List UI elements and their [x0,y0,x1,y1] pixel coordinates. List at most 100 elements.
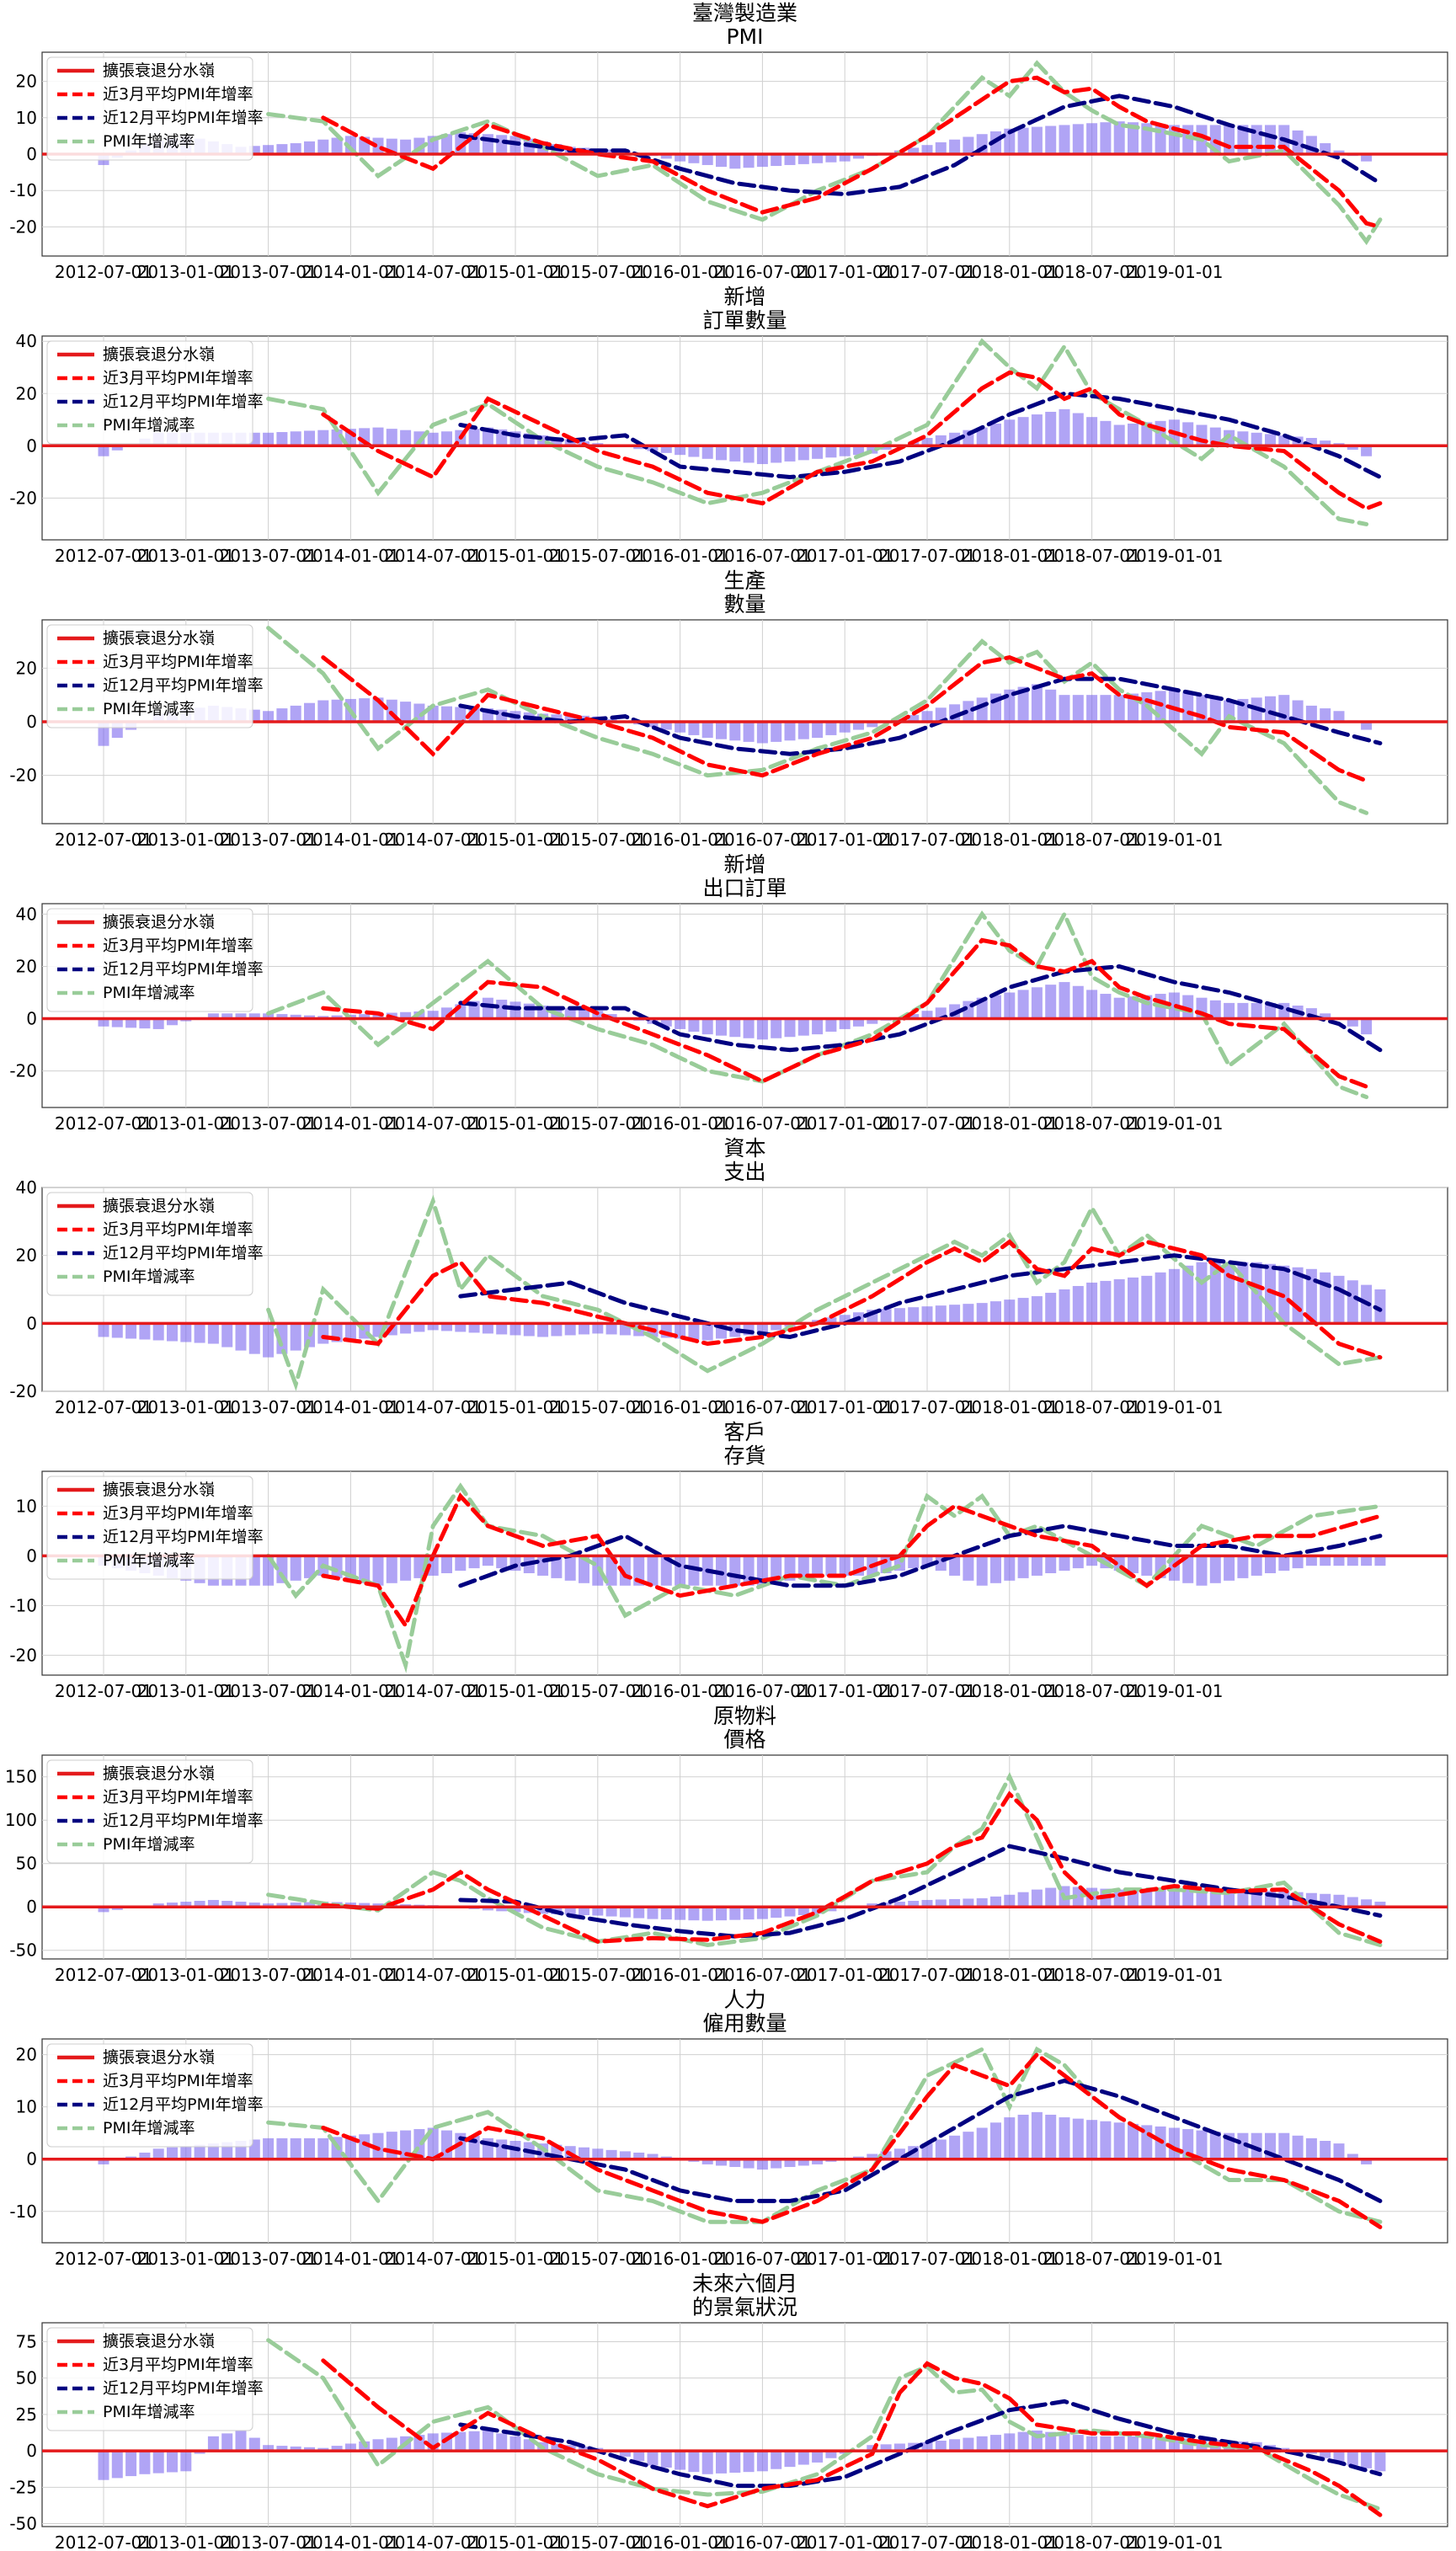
bar [537,1323,549,1337]
bar [976,427,988,446]
y-tick-label: 25 [16,2404,37,2425]
x-tick-label: 2015-01-01 [467,262,564,282]
x-tick-label: 2018-01-01 [961,830,1059,850]
bar [675,1907,686,1920]
bar [468,1323,480,1333]
bar [496,2433,508,2452]
legend-label: 擴張衰退分水嶺 [103,1764,215,1783]
bar [675,446,686,456]
series-ma3-line [321,1492,1383,1630]
bar [139,2451,151,2474]
bar [564,1323,576,1336]
y-tick-label: 40 [16,331,37,351]
bar [537,1907,549,1914]
bar [743,2451,755,2473]
bar [825,154,837,163]
x-tick-label: 2014-07-01 [384,2249,482,2269]
bar [317,1323,329,1344]
bar [1072,985,1084,1019]
bar [1347,1897,1358,1908]
bar [125,2451,137,2477]
bar [359,2134,371,2159]
bar [716,722,727,739]
bar [1059,2433,1070,2452]
bar [771,1907,782,1919]
bar [825,722,837,735]
bar [729,722,741,741]
bar [867,2153,878,2159]
bar [263,711,275,722]
bar [1347,1018,1358,1027]
x-tick-label: 2014-07-01 [384,1113,482,1134]
series-yoy-line [266,60,1383,246]
x-tick-label: 2013-07-01 [219,546,317,566]
bar [152,1323,164,1341]
bar [1196,1262,1208,1324]
y-tick-label: -10 [9,2201,37,2222]
legend-box [46,908,253,1012]
bar [221,1323,233,1348]
bar [413,1556,425,1578]
legend-label: PMI年增減率 [103,132,195,151]
legend-label: 擴張衰退分水嶺 [103,2332,215,2351]
chart-title-line-2: 訂單數量 [702,308,787,333]
x-tick-label: 2016-07-01 [713,1397,811,1417]
bar [1113,695,1125,722]
bar [1168,2127,1180,2159]
bar [797,2159,809,2166]
y-tick-label: 40 [16,1177,37,1198]
bar [1100,122,1112,154]
bar [935,2441,947,2452]
bar [263,1013,275,1019]
bar [812,722,824,739]
bar [579,1556,589,1583]
bar [180,2146,192,2159]
bar [990,1301,1001,1324]
bar [1347,2451,1358,2466]
bar [152,1018,164,1029]
series-ma3-line [321,370,1383,511]
bar [908,1014,920,1019]
x-tick-label: 2019-01-01 [1125,1965,1223,1985]
bar [1072,2435,1084,2452]
x-tick-label: 2018-07-01 [1043,262,1140,282]
x-tick-label: 2013-01-01 [137,2532,235,2551]
x-tick-label: 2013-07-01 [219,1681,317,1701]
bar [1059,2117,1070,2159]
bar [304,2137,315,2159]
x-tick-label: 2018-01-01 [961,1113,1059,1134]
legend-label: PMI年增減率 [103,1551,195,1570]
chart-panel-5: 資本支出2012-07-012013-01-012013-07-012014-0… [9,1136,1448,1417]
bar [98,1323,109,1337]
bar [675,1556,686,1586]
legend-label: 近3月平均PMI年增率 [103,1788,253,1807]
legend-box [46,624,253,728]
bar [688,2451,700,2473]
y-tick-label: -10 [9,180,37,200]
bar [756,154,768,168]
bar [1100,2436,1112,2452]
bar [98,2451,109,2480]
x-tick-label: 2018-07-01 [1043,1965,1140,1985]
bar [290,705,301,722]
bar [1305,1556,1317,1566]
bar [152,1903,164,1908]
bar [688,154,700,163]
bar [1333,1556,1345,1566]
bar [1333,2143,1345,2159]
x-tick-label: 2015-07-01 [549,1965,647,1985]
bar [1374,1902,1386,1908]
bar [235,2430,247,2452]
legend-label: PMI年增減率 [103,1835,195,1854]
bar [167,1903,178,1908]
bar [167,1018,178,1026]
bar [1361,446,1373,456]
bar [235,1323,247,1351]
bar [1113,1278,1125,1324]
chart-title-line-1: 生產 [723,568,765,593]
bar [1113,2436,1125,2452]
x-tick-label: 2017-07-01 [878,1113,976,1134]
legend-label: PMI年增減率 [103,1267,195,1286]
